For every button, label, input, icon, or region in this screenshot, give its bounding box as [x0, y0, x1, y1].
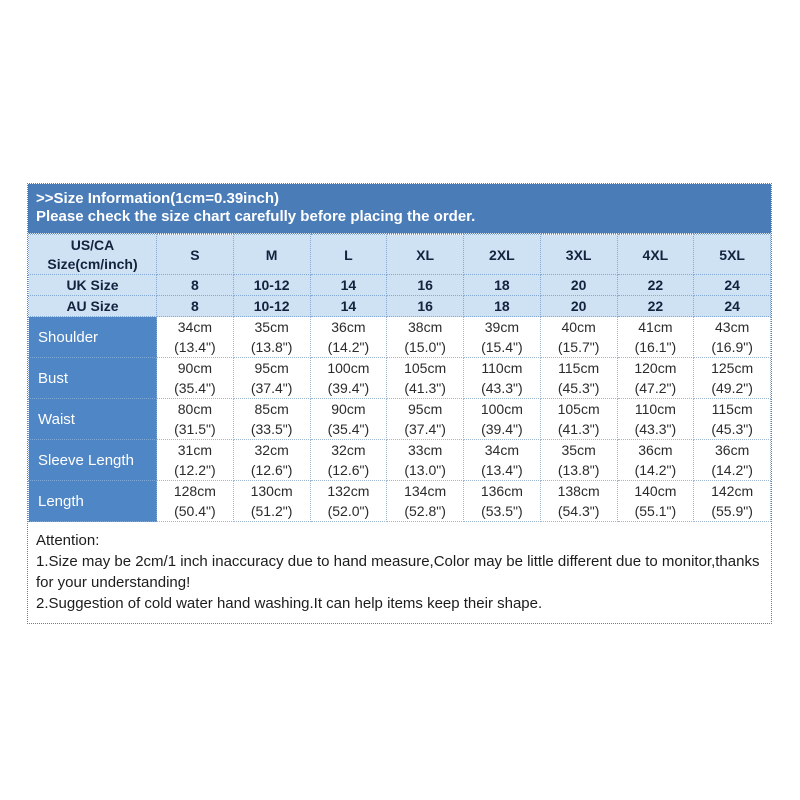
measurement-cell: 136cm (53.5")	[463, 480, 541, 522]
measurement-cell: 36cm (14.2")	[693, 439, 771, 481]
attention-note-2: 2.Suggestion of cold water hand washing.…	[36, 595, 543, 612]
row-label-waist: Waist	[28, 398, 157, 440]
measurement-cell: 95cm (37.4")	[232, 357, 311, 399]
row-label-shoulder: Shoulder	[28, 316, 157, 358]
measurement-cell: 31cm (12.2")	[156, 439, 234, 481]
size-header-row: US/CA Size(cm/inch) S M L XL 2XL 3XL 4XL…	[28, 234, 771, 275]
uk-size-cell: 10-12	[232, 274, 311, 296]
measurement-row-length: Length 128cm (50.4") 130cm (51.2") 132cm…	[28, 480, 771, 522]
size-col-header-5xl: 5XL	[693, 234, 771, 275]
measurement-cell: 128cm (50.4")	[156, 480, 234, 522]
measurement-cell: 40cm (15.7")	[539, 316, 618, 358]
size-info-subtitle: Please check the size chart carefully be…	[36, 208, 476, 225]
uk-size-label: UK Size	[28, 274, 157, 296]
measurement-cell: 110cm (43.3")	[463, 357, 541, 399]
measurement-row-bust: Bust 90cm (35.4") 95cm (37.4") 100cm (39…	[28, 357, 771, 399]
measurement-cell: 41cm (16.1")	[616, 316, 695, 358]
measurement-cell: 34cm (13.4")	[156, 316, 234, 358]
measurement-cell: 125cm (49.2")	[693, 357, 771, 399]
measurement-cell: 100cm (39.4")	[309, 357, 388, 399]
measurement-cell: 34cm (13.4")	[463, 439, 541, 481]
measurement-row-waist: Waist 80cm (31.5") 85cm (33.5") 90cm (35…	[28, 398, 771, 440]
uk-size-cell: 14	[309, 274, 388, 296]
measurement-row-shoulder: Shoulder 34cm (13.4") 35cm (13.8") 36cm …	[28, 316, 771, 358]
measurement-cell: 36cm (14.2")	[309, 316, 388, 358]
measurement-cell: 95cm (37.4")	[386, 398, 464, 440]
attention-title: Attention:	[36, 532, 100, 549]
uk-size-row: UK Size 8 10-12 14 16 18 20 22 24	[28, 274, 771, 296]
measurement-cell: 90cm (35.4")	[156, 357, 234, 399]
au-size-cell: 8	[156, 295, 234, 317]
measurement-cell: 35cm (13.8")	[232, 316, 311, 358]
measurement-row-sleeve-length: Sleeve Length 31cm (12.2") 32cm (12.6") …	[28, 439, 771, 481]
measurement-cell: 110cm (43.3")	[616, 398, 695, 440]
measurement-cell: 115cm (45.3")	[693, 398, 771, 440]
au-size-cell: 20	[539, 295, 618, 317]
row-label-bust: Bust	[28, 357, 157, 399]
au-size-cell: 24	[693, 295, 771, 317]
au-size-cell: 10-12	[232, 295, 311, 317]
size-col-header-m: M	[232, 234, 311, 275]
measurement-cell: 33cm (13.0")	[386, 439, 464, 481]
size-info-title: >>Size Information(1cm=0.39inch)	[36, 190, 279, 207]
measurement-cell: 85cm (33.5")	[232, 398, 311, 440]
size-chart-sheet: >>Size Information(1cm=0.39inch) Please …	[27, 183, 772, 624]
uk-size-cell: 18	[463, 274, 541, 296]
size-col-header-2xl: 2XL	[463, 234, 541, 275]
size-col-header-3xl: 3XL	[539, 234, 618, 275]
au-size-row: AU Size 8 10-12 14 16 18 20 22 24	[28, 295, 771, 317]
uk-size-cell: 24	[693, 274, 771, 296]
measurement-cell: 130cm (51.2")	[232, 480, 311, 522]
measurement-cell: 43cm (16.9")	[693, 316, 771, 358]
measurement-cell: 120cm (47.2")	[616, 357, 695, 399]
uk-size-cell: 22	[616, 274, 695, 296]
row-label-length: Length	[28, 480, 157, 522]
attention-note: Attention: 1.Size may be 2cm/1 inch inac…	[28, 522, 771, 623]
size-chart-table: US/CA Size(cm/inch) S M L XL 2XL 3XL 4XL…	[28, 234, 771, 522]
measurement-cell: 39cm (15.4")	[463, 316, 541, 358]
measurement-cell: 90cm (35.4")	[309, 398, 388, 440]
au-size-cell: 16	[386, 295, 464, 317]
size-col-header-l: L	[309, 234, 388, 275]
au-size-cell: 18	[463, 295, 541, 317]
au-size-cell: 22	[616, 295, 695, 317]
attention-note-1: 1.Size may be 2cm/1 inch inaccuracy due …	[36, 553, 760, 591]
measurement-cell: 105cm (41.3")	[539, 398, 618, 440]
uk-size-cell: 16	[386, 274, 464, 296]
au-size-label: AU Size	[28, 295, 157, 317]
measurement-cell: 105cm (41.3")	[386, 357, 464, 399]
corner-cell: US/CA Size(cm/inch)	[28, 234, 157, 275]
measurement-cell: 32cm (12.6")	[309, 439, 388, 481]
measurement-cell: 142cm (55.9")	[693, 480, 771, 522]
measurement-cell: 35cm (13.8")	[539, 439, 618, 481]
size-col-header-s: S	[156, 234, 234, 275]
size-info-header: >>Size Information(1cm=0.39inch) Please …	[28, 184, 771, 234]
measurement-cell: 80cm (31.5")	[156, 398, 234, 440]
uk-size-cell: 8	[156, 274, 234, 296]
measurement-cell: 115cm (45.3")	[539, 357, 618, 399]
au-size-cell: 14	[309, 295, 388, 317]
measurement-cell: 134cm (52.8")	[386, 480, 464, 522]
measurement-cell: 36cm (14.2")	[616, 439, 695, 481]
measurement-cell: 138cm (54.3")	[539, 480, 618, 522]
measurement-cell: 100cm (39.4")	[463, 398, 541, 440]
size-col-header-xl: XL	[386, 234, 464, 275]
uk-size-cell: 20	[539, 274, 618, 296]
measurement-cell: 32cm (12.6")	[232, 439, 311, 481]
row-label-sleeve-length: Sleeve Length	[28, 439, 157, 481]
measurement-cell: 132cm (52.0")	[309, 480, 388, 522]
size-col-header-4xl: 4XL	[616, 234, 695, 275]
measurement-cell: 140cm (55.1")	[616, 480, 695, 522]
measurement-cell: 38cm (15.0")	[386, 316, 464, 358]
